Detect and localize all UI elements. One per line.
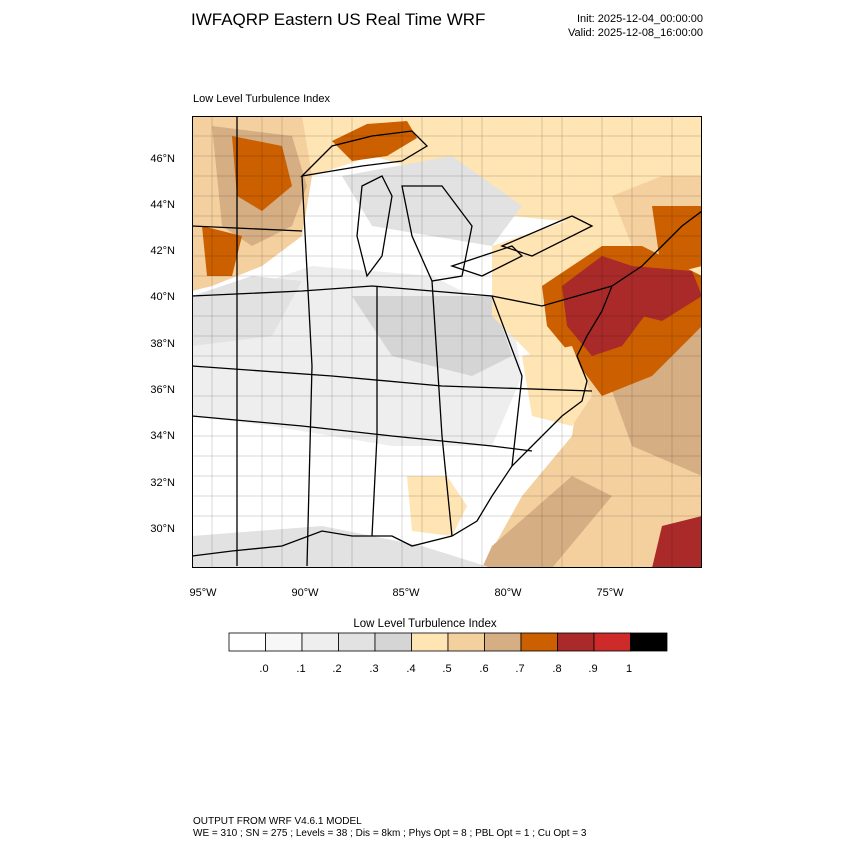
map-border (192, 116, 702, 568)
lat-label: 30°N (150, 523, 175, 535)
turbulence-map (192, 116, 702, 568)
colorbar-swatch (557, 632, 595, 652)
colorbar-swatch (228, 632, 266, 652)
colorbar-label: .4 (406, 663, 416, 675)
county-grid (192, 116, 702, 568)
colorbar (228, 632, 668, 657)
lat-label: 34°N (150, 430, 175, 442)
colorbar-swatch (265, 632, 303, 652)
footer-model: OUTPUT FROM WRF V4.6.1 MODEL (193, 816, 362, 827)
colorbar-label: .2 (332, 663, 342, 675)
colorbar-swatch (484, 632, 522, 652)
colorbar-label: .9 (588, 663, 598, 675)
chart-title: IWFAQRP Eastern US Real Time WRF (191, 10, 486, 29)
lat-label: 46°N (150, 153, 175, 165)
lat-label: 32°N (150, 477, 175, 489)
colorbar-swatch (520, 632, 558, 652)
map-canvas (192, 116, 702, 568)
colorbar-swatch (411, 632, 449, 652)
colorbar-label: .8 (552, 663, 562, 675)
ocean-field-tan-south (482, 476, 612, 568)
mid-atlantic-red (562, 256, 652, 356)
colorbar-label: .1 (296, 663, 306, 675)
lat-label: 42°N (150, 245, 175, 257)
southeast-red (652, 516, 702, 568)
colorbar-swatch (630, 632, 668, 652)
colorbar-swatch (301, 632, 339, 652)
colorbar-swatch (374, 632, 412, 652)
colorbar-label: .0 (259, 663, 269, 675)
footer-params: WE = 310 ; SN = 275 ; Levels = 38 ; Dis … (193, 828, 587, 839)
init-time: Init: 2025-12-04_00:00:00 (577, 13, 703, 25)
colorbar-label: .3 (369, 663, 379, 675)
lat-label: 40°N (150, 291, 175, 303)
lat-label: 36°N (150, 384, 175, 396)
lon-label: 75°W (596, 587, 624, 599)
lon-label: 95°W (189, 587, 217, 599)
offshore-red (632, 266, 702, 321)
colorbar-swatch (447, 632, 485, 652)
colorbar-title: Low Level Turbulence Index (353, 618, 497, 630)
colorbar-label: .5 (442, 663, 452, 675)
map-subtitle: Low Level Turbulence Index (193, 93, 330, 105)
plains-gray-field (192, 276, 302, 346)
colorbar-label: .7 (515, 663, 525, 675)
colorbar-label: 1 (625, 663, 633, 675)
colorbar-swatches (228, 632, 668, 652)
superior-orange (332, 121, 417, 161)
gulf-gray (192, 526, 492, 568)
lat-label: 38°N (150, 338, 175, 350)
lon-label: 90°W (291, 587, 319, 599)
lon-label: 80°W (494, 587, 522, 599)
lat-label: 44°N (150, 199, 175, 211)
valid-time: Valid: 2025-12-08_16:00:00 (568, 27, 703, 39)
colorbar-swatch (338, 632, 376, 652)
colorbar-label: .6 (479, 663, 489, 675)
lon-label: 85°W (392, 587, 420, 599)
colorbar-swatch (593, 632, 631, 652)
